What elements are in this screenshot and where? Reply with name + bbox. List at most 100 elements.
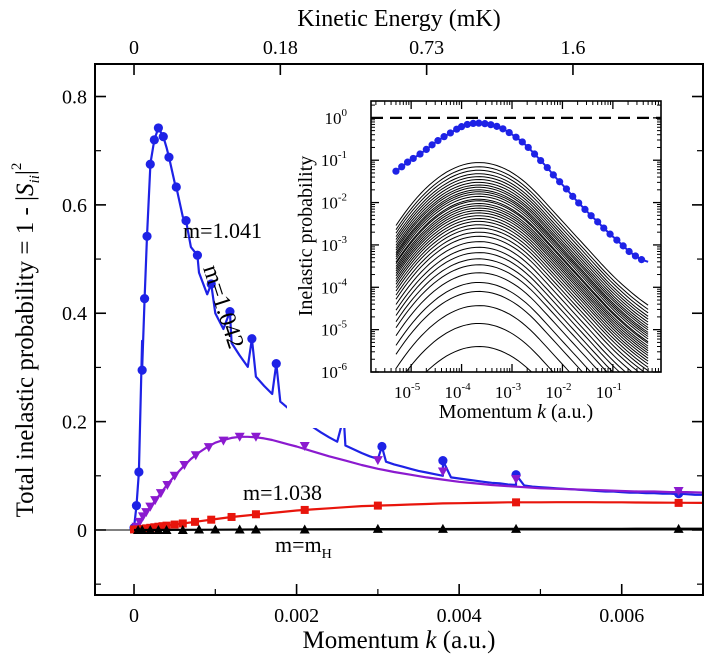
data-point [206,279,216,289]
inset-data-point [518,138,526,146]
data-point [300,505,309,514]
data-point [192,250,203,260]
top-axis-title: Kinetic Energy (mK) [297,6,501,32]
data-point [178,519,187,528]
partial-channel-curve [395,264,608,372]
data-point [145,159,155,169]
data-point [170,520,179,529]
data-point [299,441,310,451]
inset-data-point [457,123,466,131]
data-point [169,471,180,481]
data-point [673,523,684,533]
top-tick-label: 0 [129,37,139,59]
partial-channel-curve [395,176,649,320]
data-point [153,123,164,133]
inset-data-point [392,167,400,175]
inset-data-point [422,145,430,154]
partial-channel-curve [395,173,649,317]
inset-data-point [481,120,489,128]
data-point [171,182,181,192]
inset-data-point [556,178,564,186]
x-tick-label: 0.002 [274,605,319,627]
main-ticks-layer: 0 0.002 0.004 0.006 0 0.2 0.4 0.6 0.8 0 0.18 0.73 1.… [62,37,703,627]
inset-x-axis-title: Momentum k (a.u.) [439,401,593,423]
data-point [207,515,216,524]
data-point [247,334,257,344]
data-point [203,443,214,453]
inset-plot-frame [370,100,662,373]
data-point [194,524,205,534]
data-point [674,498,683,507]
data-point [137,365,147,375]
data-point [225,307,235,317]
inset-data-point [428,141,436,149]
y-tick-label: 0 [77,520,87,542]
data-point [673,486,684,496]
data-point [153,524,164,534]
data-point [150,496,161,506]
data-point [141,508,152,518]
inset-y-axis-title: Inelastic probability [295,156,317,317]
data-point [251,510,260,519]
x-axis-title: Momentum k (a.u.) [302,627,495,654]
data-point [210,524,221,534]
inset-data-point [537,156,545,165]
x-tick-label: 0.006 [599,605,644,627]
data-point [250,524,261,534]
partial-channel-curve [395,166,649,310]
y-tick-label: 0.2 [62,412,87,434]
inset-data-point [594,218,602,226]
inset-data-point [475,119,483,127]
partial-channel-curve [395,305,571,372]
partial-channel-curve [395,217,649,362]
inset-data-point [512,133,520,141]
data-point [190,451,201,461]
partial-channel-curve [395,181,649,326]
partial-channel-curve [395,169,649,314]
partial-channel-curve [395,290,584,372]
main-series-layer [129,123,704,534]
data-point [131,500,142,511]
main-plot-frame [94,63,704,596]
inset-data-point [625,247,633,256]
partial-channel-curve [395,252,621,372]
inset-data-point [549,171,557,179]
data-point [181,215,191,226]
inset-data-point [569,192,577,200]
data-point [227,512,236,521]
partial-channel-curve [395,282,592,372]
inset-data-point [403,158,412,166]
series-m=m_H [133,523,704,534]
inset-data-point [398,163,406,171]
y-tick-label: 0.8 [62,87,87,109]
inset-data-point [530,150,539,158]
top-tick-label: 1.6 [560,37,585,59]
partial-channel-curve [395,200,649,344]
partial-channel-curve [395,231,646,372]
data-point [511,523,522,533]
data-point [437,467,448,477]
inset-data-point [487,121,495,129]
partial-channel-curve [395,215,649,359]
data-point [145,524,156,534]
data-point [149,135,159,145]
partial-channel-curve [395,195,649,340]
inset-background [287,88,689,428]
data-point [161,524,172,534]
partial-channel-curve [395,212,649,356]
data-point [250,432,261,442]
partial-channel-curve [395,272,601,372]
inset-ticks-layer: 10-5 10-4 10-3 10-2 10-110-610-510-410-310-2… [321,101,662,402]
inset-data-point [631,252,640,260]
series-m=1.038 [130,498,704,534]
partial-channel-curve [395,207,649,352]
partial-channel-curve [395,246,627,372]
partial-channel-curve [425,345,533,372]
partial-channel-curve [395,258,614,372]
data-point [299,524,310,534]
inset-series-layer [371,116,661,372]
inset-data-point [446,129,454,137]
data-point [218,436,229,446]
inset-data-point [575,199,583,207]
y-axis-title: Total inelastic probability = 1 - |Sii|2 [9,163,43,518]
